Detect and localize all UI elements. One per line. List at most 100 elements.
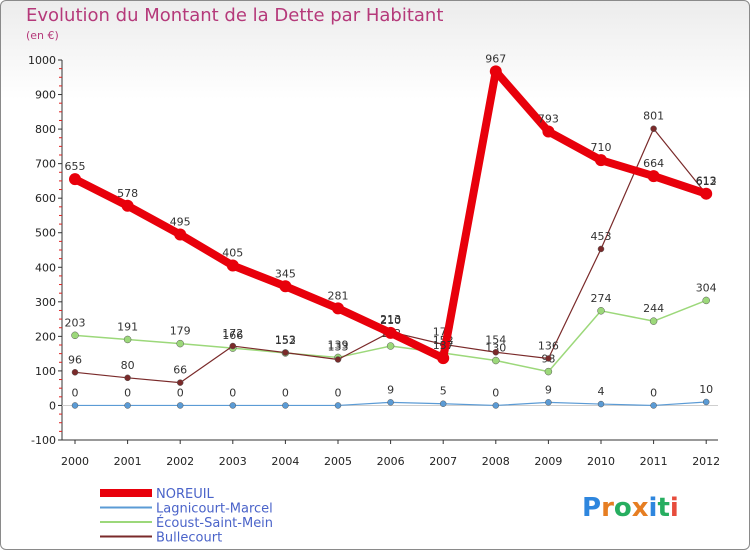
- data-point-noreuil: [279, 280, 292, 293]
- y-tick-label: 400: [35, 261, 56, 274]
- data-label-bullecourt: 213: [380, 313, 401, 326]
- data-point-ecoust-saint-mein: [123, 335, 132, 344]
- data-label-ecoust-saint-mein: 191: [117, 320, 138, 333]
- series-lagnicourt-marcel: 0 0 0 0 0 0 9 5 0 9 4 0 10: [72, 383, 713, 409]
- y-tick-label: 300: [35, 296, 56, 309]
- data-label-lagnicourt-marcel: 4: [598, 385, 605, 398]
- data-point-lagnicourt-marcel: [650, 402, 657, 409]
- data-label-noreuil: 210: [380, 314, 401, 327]
- legend-label-ecoust-saint-mein: Écoust-Saint-Mein: [156, 515, 273, 531]
- x-tick-label: 2005: [324, 455, 352, 468]
- chart-subtitle: (en €): [26, 29, 59, 42]
- data-point-noreuil: [700, 187, 713, 200]
- data-label-lagnicourt-marcel: 0: [124, 386, 131, 399]
- y-tick-label: 1000: [28, 54, 56, 67]
- data-point-bullecourt: [229, 342, 237, 350]
- data-point-lagnicourt-marcel: [439, 400, 447, 407]
- x-tick-label: 2001: [114, 455, 142, 468]
- data-label-noreuil: 495: [170, 215, 191, 228]
- data-point-ecoust-saint-mein: [597, 307, 605, 315]
- data-point-noreuil: [332, 302, 344, 315]
- data-label-noreuil: 613: [696, 175, 717, 188]
- y-tick-label: 700: [35, 158, 56, 171]
- data-point-lagnicourt-marcel: [702, 398, 710, 406]
- x-tick-label: 2008: [482, 455, 510, 468]
- data-label-bullecourt: 133: [328, 341, 349, 354]
- data-label-lagnicourt-marcel: 0: [650, 386, 657, 399]
- data-label-noreuil: 967: [485, 52, 506, 65]
- legend-label-lagnicourt-marcel: Lagnicourt-Marcel: [156, 502, 273, 517]
- data-point-noreuil: [542, 125, 555, 138]
- x-tick-label: 2004: [271, 455, 299, 468]
- data-point-lagnicourt-marcel: [229, 402, 237, 409]
- data-label-bullecourt: 136: [538, 339, 559, 352]
- data-label-lagnicourt-marcel: 0: [335, 386, 342, 399]
- data-point-ecoust-saint-mein: [176, 339, 184, 348]
- data-point-noreuil: [174, 228, 187, 241]
- data-label-ecoust-saint-mein: 152: [275, 334, 296, 347]
- data-label-noreuil: 710: [591, 141, 612, 154]
- data-point-lagnicourt-marcel: [492, 402, 500, 409]
- series-noreuil: 655 578 495 405 345 281 210 137 967 793 710 664 613: [65, 52, 717, 365]
- y-tick-label: 800: [35, 123, 56, 136]
- data-label-bullecourt: 153: [275, 334, 296, 347]
- x-tick-label: 2012: [692, 455, 720, 468]
- data-point-noreuil: [647, 170, 660, 183]
- data-point-bullecourt: [176, 379, 184, 386]
- y-tick-label: 0: [49, 399, 56, 412]
- data-label-ecoust-saint-mein: 139: [328, 338, 349, 351]
- data-label-noreuil: 664: [643, 157, 664, 170]
- data-point-bullecourt: [334, 356, 342, 363]
- data-label-ecoust-saint-mein: 274: [591, 292, 612, 305]
- axes: -100010020030040050060070080090010002000…: [28, 54, 720, 468]
- data-label-bullecourt: 172: [222, 327, 243, 340]
- data-label-ecoust-saint-mein: 203: [65, 316, 86, 329]
- data-point-bullecourt: [282, 349, 289, 356]
- data-label-noreuil: 578: [117, 187, 138, 200]
- series-layer: 0000009509401020319117916615213917215213…: [65, 52, 717, 409]
- data-label-bullecourt: 80: [121, 359, 135, 372]
- data-point-lagnicourt-marcel: [387, 399, 394, 406]
- y-tick-label: 600: [35, 192, 56, 205]
- data-point-lagnicourt-marcel: [176, 402, 184, 409]
- data-label-lagnicourt-marcel: 9: [545, 383, 552, 396]
- chart-title: Evolution du Montant de la Dette par Hab…: [26, 5, 443, 26]
- data-label-ecoust-saint-mein: 179: [170, 325, 191, 338]
- data-label-noreuil: 137: [433, 339, 454, 352]
- data-point-lagnicourt-marcel: [124, 402, 131, 409]
- data-point-noreuil: [69, 173, 81, 186]
- data-point-noreuil: [595, 154, 607, 167]
- data-label-bullecourt: 66: [173, 364, 187, 377]
- x-tick-label: 2000: [61, 455, 89, 468]
- data-point-ecoust-saint-mein: [544, 367, 553, 376]
- data-point-ecoust-saint-mein: [492, 356, 500, 365]
- data-label-noreuil: 655: [65, 160, 86, 173]
- data-point-noreuil: [226, 259, 239, 272]
- data-point-bullecourt: [124, 374, 131, 382]
- data-label-lagnicourt-marcel: 0: [72, 386, 79, 399]
- x-tick-label: 2006: [377, 455, 405, 468]
- legend-label-noreuil: NOREUIL: [156, 487, 215, 502]
- data-label-lagnicourt-marcel: 0: [282, 386, 289, 399]
- data-point-ecoust-saint-mein: [649, 317, 658, 325]
- y-tick-label: -100: [31, 434, 56, 447]
- data-label-ecoust-saint-mein: 304: [696, 281, 717, 294]
- data-label-noreuil: 793: [538, 113, 559, 126]
- data-label-noreuil: 345: [275, 267, 296, 280]
- y-tick-label: 900: [35, 89, 56, 102]
- data-label-noreuil: 281: [328, 289, 349, 302]
- legend-label-bullecourt: Bullecourt: [156, 531, 222, 546]
- data-point-bullecourt: [71, 369, 79, 376]
- data-point-ecoust-saint-mein: [386, 342, 395, 350]
- data-point-noreuil: [384, 326, 397, 339]
- data-label-bullecourt: 453: [591, 230, 612, 243]
- data-label-bullecourt: 96: [68, 353, 82, 366]
- data-point-noreuil: [437, 352, 450, 365]
- data-label-ecoust-saint-mein: 244: [643, 302, 664, 315]
- x-tick-label: 2010: [587, 455, 615, 468]
- data-label-lagnicourt-marcel: 0: [492, 386, 499, 399]
- data-label-ecoust-saint-mein: 166: [222, 329, 243, 342]
- x-tick-label: 2002: [166, 455, 194, 468]
- data-label-bullecourt: 801: [643, 110, 664, 123]
